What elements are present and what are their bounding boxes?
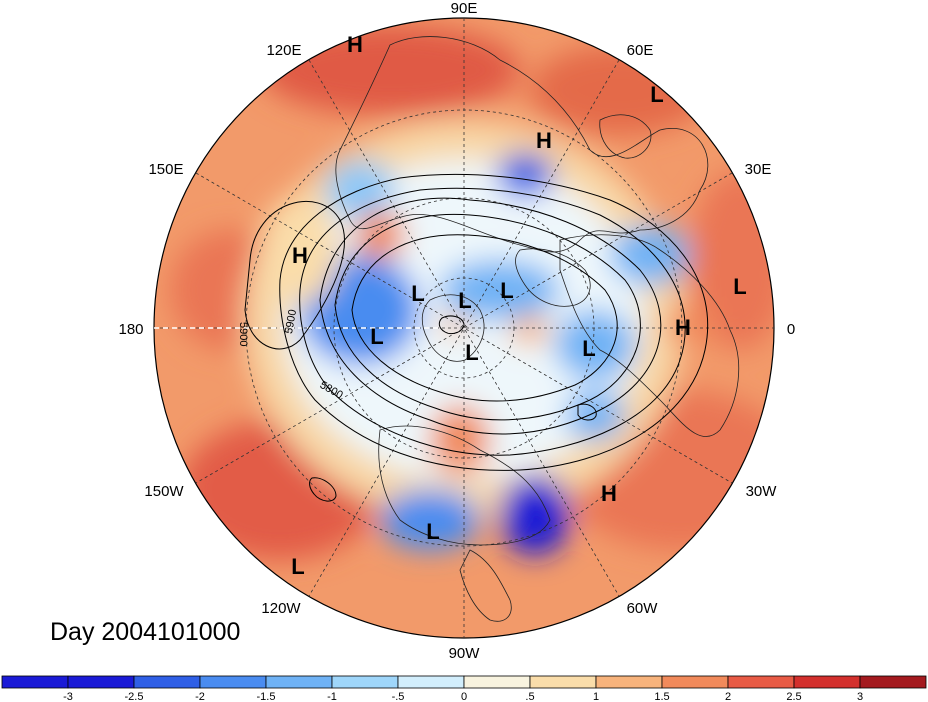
colorbar-tick-label: -1 (327, 691, 337, 702)
pressure-center-high: H (675, 315, 691, 340)
colorbar-box (463, 675, 531, 689)
colorbar-box (133, 675, 201, 689)
pressure-center-low: L (650, 82, 663, 107)
colorbar-tick-label: -.5 (392, 691, 405, 702)
lon-label-150w: 150W (144, 483, 184, 500)
colorbar-box (199, 675, 267, 689)
pressure-center-high: H (536, 128, 552, 153)
colorbar-tick-label: 0 (461, 691, 467, 702)
lon-label-90e: 90E (451, 0, 478, 17)
pressure-center-low: L (465, 340, 478, 365)
lon-label-0: 0 (787, 321, 795, 338)
pressure-center-low: L (582, 336, 595, 361)
colorbar: -3 -2.5 -2 -1.5 -1 -.5 0 .5 1 1.5 2 2.5 3 (1, 675, 927, 702)
pressure-center-low: L (733, 274, 746, 299)
graticule (154, 18, 774, 638)
lon-label-30w: 30W (746, 483, 778, 500)
colorbar-box (595, 675, 663, 689)
pressure-center-low: L (291, 554, 304, 579)
lon-label-60e: 60E (627, 42, 654, 59)
lon-label-180: 180 (118, 321, 143, 338)
lon-label-120e: 120E (266, 42, 301, 59)
colorbar-tick-label: -2.5 (125, 691, 144, 702)
colorbar-box (661, 675, 729, 689)
colorbar-box (859, 675, 927, 689)
colorbar-tick-label: 2.5 (786, 691, 801, 702)
colorbar-tick-label: -2 (195, 691, 205, 702)
pressure-center-low: L (411, 281, 424, 306)
colorbar-tick-label: -1.5 (257, 691, 276, 702)
colorbar-box (67, 675, 135, 689)
coastlines (335, 36, 740, 622)
colorbar-tick-label: 1.5 (654, 691, 669, 702)
colorbar-box (397, 675, 465, 689)
colorbar-labels: -3 -2.5 -2 -1.5 -1 -.5 0 .5 1 1.5 2 2.5 3 (63, 691, 863, 702)
pressure-center-low: L (370, 324, 383, 349)
lon-label-60w: 60W (627, 600, 659, 617)
pressure-center-high: H (601, 481, 617, 506)
lon-label-150e: 150E (148, 161, 183, 178)
colorbar-tick-label: 1 (593, 691, 599, 702)
lon-label-30e: 30E (745, 161, 772, 178)
colorbar-boxes (1, 675, 927, 689)
colorbar-tick-label: 3 (857, 691, 863, 702)
colorbar-tick-label: -3 (63, 691, 73, 702)
lon-label-90w: 90W (449, 645, 481, 662)
pressure-center-low: L (458, 288, 471, 313)
lon-label-120w: 120W (261, 600, 301, 617)
height-contours (244, 174, 709, 502)
colorbar-box (727, 675, 795, 689)
pressure-center-high: H (292, 243, 308, 268)
plot-title: Day 2004101000 (50, 618, 241, 646)
colorbar-box (1, 675, 69, 689)
colorbar-tick-label: 2 (725, 691, 731, 702)
pressure-center-low: L (426, 519, 439, 544)
colorbar-box (265, 675, 333, 689)
colorbar-box (793, 675, 861, 689)
pressure-center-low: L (500, 278, 513, 303)
pressure-center-high: H (347, 32, 363, 57)
colorbar-box (529, 675, 597, 689)
contour-label-5900a: 5900 (237, 322, 249, 346)
colorbar-tick-label: .5 (525, 691, 534, 702)
polar-map: 5900 5900 5800 90E 120E 60E 150E 30E 180… (118, 0, 795, 662)
contour-label-5900b: 5900 (283, 309, 299, 335)
colorbar-box (331, 675, 399, 689)
